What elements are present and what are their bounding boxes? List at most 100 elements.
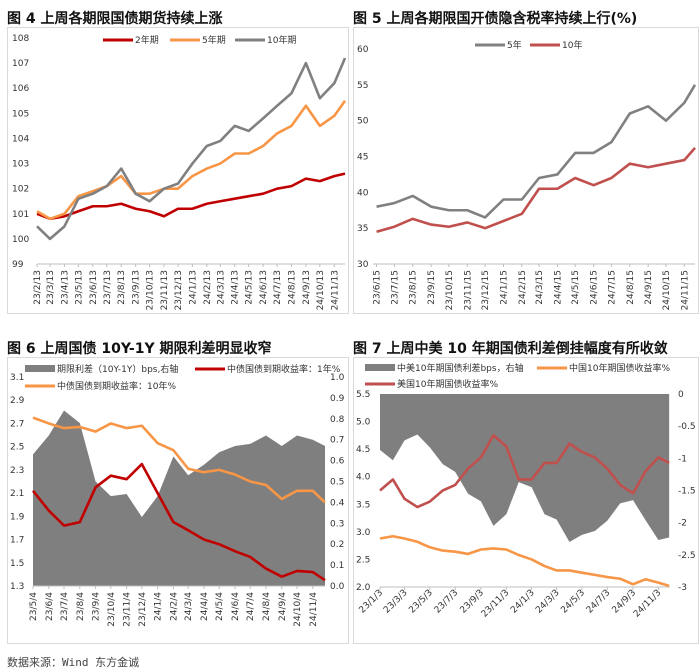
y-tick-label: 1.7	[10, 536, 24, 546]
x-tick-label: 24/8/4	[262, 592, 272, 621]
x-tick-label: 23/12/4	[138, 592, 148, 627]
x-tick-label: 24/9/15	[644, 270, 654, 305]
series-line	[36, 57, 347, 241]
y2-tick-label: 0.9	[330, 394, 345, 404]
x-tick-label: 24/4/13	[231, 270, 241, 305]
legend-label: 10年期	[267, 34, 296, 46]
x-tick-label: 24/9/4	[278, 592, 288, 621]
x-tick-label: 24/10/15	[662, 270, 672, 310]
y-tick-label: 35	[357, 224, 368, 234]
chart7-title: 图 7 上周中美 10 年期国债利差倒挂幅度有所收敛	[353, 341, 668, 357]
x-tick-label: 24/4/4	[200, 592, 210, 621]
series-line	[36, 172, 346, 221]
legend-label: 美国10年期国债收益率%	[397, 378, 498, 390]
x-tick-label: 24/6/15	[590, 270, 600, 305]
y-tick-label: 107	[12, 59, 29, 69]
y-tick-label: 101	[12, 210, 29, 220]
legend-label: 中债国债到期收益率：1年%	[227, 363, 341, 375]
x-tick-label: 24/3/4	[184, 592, 194, 621]
x-tick-label: 23/8/15	[409, 270, 419, 305]
y2-tick-label: 0.1	[330, 561, 344, 571]
x-tick-label: 24/1/13	[188, 270, 198, 305]
x-tick-label: 24/11/15	[680, 270, 690, 310]
series-line	[32, 416, 326, 504]
y-tick-label: 2.9	[10, 396, 25, 406]
y-tick-label: 2.3	[10, 466, 24, 476]
legend-label: 中国10年期国债收益率%	[569, 362, 670, 374]
y2-tick-label: 0.8	[330, 415, 345, 425]
y2-tick-label: 0	[678, 390, 684, 400]
y-tick-label: 5.0	[356, 418, 371, 428]
y-tick-label: 40	[357, 188, 369, 198]
legend-label: 5年期	[202, 34, 226, 46]
x-tick-label: 23/5/4	[29, 592, 39, 621]
x-tick-label: 24/6/4	[231, 592, 241, 621]
y2-tick-label: -3	[678, 583, 687, 593]
x-tick-label: 23/8/4	[76, 592, 86, 621]
y-tick-label: 55	[357, 81, 368, 91]
x-tick-label: 24/11/3	[632, 588, 664, 620]
y-tick-label: 106	[12, 84, 29, 94]
series-line	[376, 147, 696, 234]
y-tick-label: 3.1	[10, 373, 24, 383]
series-line	[376, 84, 697, 219]
series-line	[379, 534, 670, 588]
x-tick-label: 24/10/13	[316, 270, 326, 310]
x-tick-label: 23/7/15	[390, 270, 400, 305]
legend-label: 中美10年期国债利差bps，右轴	[397, 362, 524, 374]
x-tick-label: 24/7/15	[607, 270, 617, 305]
x-tick-label: 23/3/13	[46, 270, 56, 305]
x-tick-label: 24/9/13	[302, 270, 312, 305]
chart5-title: 图 5 上周各期限国开债隐含税率持续上行(%)	[353, 11, 638, 27]
x-tick-label: 24/5/3	[559, 588, 587, 616]
x-tick-label: 24/1/4	[154, 592, 164, 621]
x-tick-label: 24/6/13	[259, 270, 269, 305]
x-tick-label: 23/11/3	[480, 588, 512, 620]
x-tick-label: 23/6/13	[89, 270, 99, 305]
chart4-title: 图 4 上周各期限国债期货持续上涨	[7, 11, 223, 27]
legend-label: 中债国债到期收益率：10年%	[57, 380, 176, 392]
data-source-note: 数据来源：Wind 东方金诚	[7, 656, 140, 669]
y-tick-label: 104	[12, 134, 29, 144]
x-tick-label: 24/2/15	[518, 270, 528, 305]
spread-area	[380, 394, 670, 542]
y-tick-label: 108	[12, 34, 29, 44]
y-tick-label: 1.9	[10, 512, 25, 522]
x-tick-label: 24/7/4	[246, 592, 256, 621]
y-tick-label: 30	[357, 260, 369, 270]
y2-tick-label: 0.3	[330, 519, 344, 529]
y-tick-label: 2.5	[356, 555, 370, 565]
x-tick-label: 23/9/15	[427, 270, 437, 305]
x-tick-label: 24/11/4	[309, 592, 319, 627]
x-tick-label: 23/11/15	[463, 270, 473, 310]
legend-swatch	[365, 364, 395, 371]
legend-label: 10年	[562, 39, 582, 51]
y2-tick-label: -2	[678, 519, 687, 529]
x-tick-label: 24/3/15	[535, 270, 545, 305]
x-tick-label: 23/8/13	[117, 270, 127, 305]
x-tick-label: 23/10/13	[146, 270, 156, 310]
legend-label: 2年期	[135, 34, 159, 46]
y-tick-label: 1.3	[10, 582, 24, 592]
x-tick-label: 23/2/13	[33, 270, 43, 305]
x-tick-label: 24/8/13	[287, 270, 297, 305]
y-tick-label: 45	[357, 153, 368, 163]
y2-tick-label: -0.5	[678, 422, 696, 432]
y2-tick-label: 1.0	[330, 373, 345, 383]
x-tick-label: 24/5/13	[245, 270, 255, 305]
x-tick-label: 23/11/4	[123, 592, 133, 627]
y2-tick-label: -2.5	[678, 551, 696, 561]
y-tick-label: 103	[12, 160, 29, 170]
x-tick-label: 23/7/3	[433, 588, 461, 616]
legend-swatch	[25, 365, 55, 372]
y2-tick-label: 0.7	[330, 436, 344, 446]
x-tick-label: 23/9/4	[92, 592, 102, 621]
x-tick-label: 23/7/13	[103, 270, 113, 305]
x-tick-label: 23/6/15	[373, 270, 383, 305]
series-line	[379, 434, 670, 509]
x-tick-label: 24/8/15	[626, 270, 636, 305]
y2-tick-label: -1	[678, 454, 687, 464]
x-tick-label: 23/9/13	[132, 270, 142, 305]
x-tick-label: 24/3/13	[216, 270, 226, 305]
